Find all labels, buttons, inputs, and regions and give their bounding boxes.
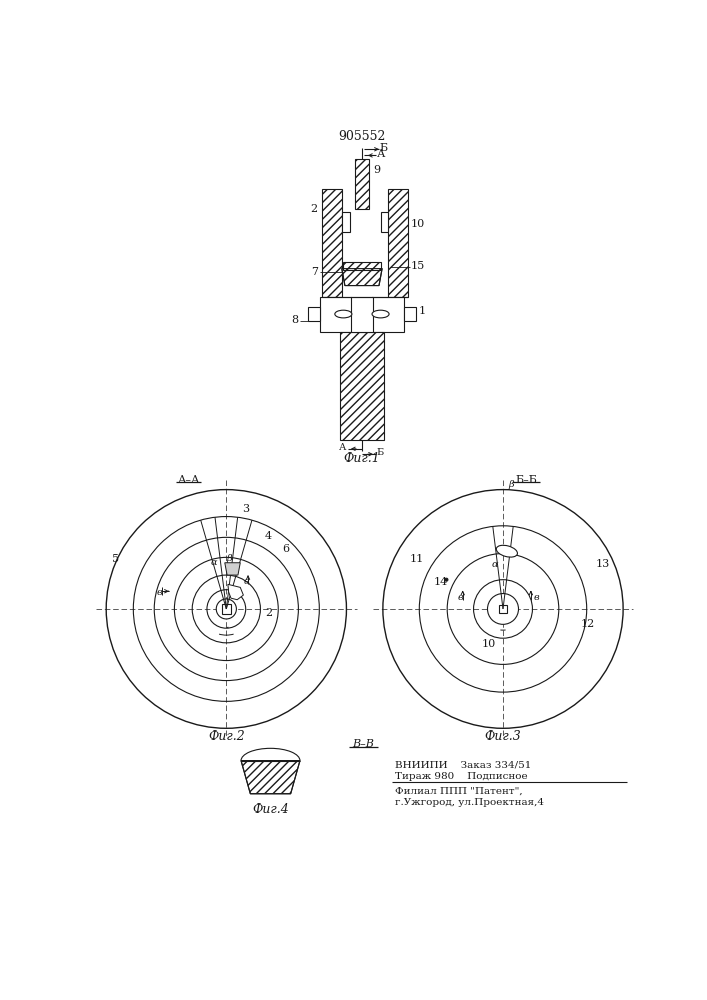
Bar — [308, 307, 320, 321]
Circle shape — [192, 575, 260, 643]
Circle shape — [488, 594, 518, 624]
Text: Фиг.3: Фиг.3 — [484, 730, 521, 742]
Bar — [355, 158, 369, 209]
Text: 11: 11 — [410, 554, 424, 564]
Bar — [340, 332, 384, 440]
Text: β: β — [227, 554, 232, 563]
Text: α: α — [491, 560, 498, 569]
Text: Тираж 980    Подписное: Тираж 980 Подписное — [395, 772, 527, 781]
Text: 12: 12 — [580, 619, 595, 629]
Bar — [404, 307, 416, 321]
Text: А: А — [377, 149, 385, 159]
Text: г.Ужгород, ул.Проектная,4: г.Ужгород, ул.Проектная,4 — [395, 798, 544, 807]
Bar — [351, 297, 373, 332]
Circle shape — [383, 490, 623, 728]
Text: в: в — [458, 593, 464, 602]
Bar — [388, 189, 409, 297]
Text: 6: 6 — [282, 544, 289, 554]
Text: в: в — [243, 578, 249, 586]
Text: 9: 9 — [373, 165, 380, 175]
Text: 1: 1 — [419, 306, 426, 316]
Bar — [344, 262, 380, 270]
Circle shape — [207, 590, 246, 628]
Circle shape — [134, 517, 320, 701]
Polygon shape — [225, 563, 240, 575]
Text: Б–Б: Б–Б — [515, 475, 537, 485]
Text: А: А — [339, 443, 346, 452]
Circle shape — [419, 526, 587, 692]
Text: Фиг.2: Фиг.2 — [208, 730, 245, 742]
Bar — [320, 297, 404, 332]
Text: α: α — [211, 558, 217, 567]
Text: 3: 3 — [242, 504, 249, 514]
Text: 10: 10 — [411, 219, 425, 229]
Bar — [380, 212, 388, 232]
Ellipse shape — [372, 310, 389, 318]
Circle shape — [445, 578, 448, 581]
Text: в: в — [534, 593, 539, 602]
Text: А–А: А–А — [177, 475, 200, 485]
Text: 2: 2 — [310, 204, 317, 214]
Text: 8: 8 — [291, 315, 298, 325]
Text: Филиал ППП "Патент",: Филиал ППП "Патент", — [395, 787, 522, 796]
Text: 7: 7 — [311, 267, 317, 277]
Text: 15: 15 — [411, 261, 425, 271]
Text: 2: 2 — [265, 608, 272, 618]
Bar — [222, 604, 231, 614]
Text: Б: Б — [377, 448, 384, 457]
Bar — [352, 189, 372, 297]
Circle shape — [216, 599, 236, 619]
Text: В–В: В–В — [353, 739, 375, 749]
Polygon shape — [241, 761, 300, 794]
Text: 905552: 905552 — [338, 130, 385, 143]
Bar — [499, 605, 507, 613]
Text: 10: 10 — [481, 639, 496, 649]
Bar — [341, 212, 349, 232]
Text: Фиг.1: Фиг.1 — [344, 452, 380, 465]
Text: β: β — [508, 480, 513, 489]
Ellipse shape — [335, 310, 352, 318]
Circle shape — [474, 580, 532, 638]
Circle shape — [154, 537, 298, 681]
Circle shape — [175, 557, 279, 661]
Text: 14: 14 — [433, 577, 448, 587]
Polygon shape — [228, 584, 243, 600]
Text: 4: 4 — [265, 531, 272, 541]
Polygon shape — [341, 269, 382, 286]
Circle shape — [106, 490, 346, 728]
Text: 13: 13 — [596, 559, 610, 569]
Text: ВНИИПИ    Заказ 334/51: ВНИИПИ Заказ 334/51 — [395, 761, 531, 770]
Ellipse shape — [496, 545, 518, 557]
Text: 5: 5 — [112, 554, 119, 564]
Text: Фиг.4: Фиг.4 — [252, 803, 289, 816]
Text: в: в — [156, 588, 162, 597]
Bar — [322, 189, 341, 297]
Text: Б: Б — [380, 143, 388, 153]
Circle shape — [448, 554, 559, 664]
